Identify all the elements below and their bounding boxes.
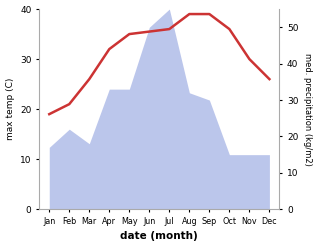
Y-axis label: max temp (C): max temp (C) [5,78,15,140]
X-axis label: date (month): date (month) [121,231,198,242]
Y-axis label: med. precipitation (kg/m2): med. precipitation (kg/m2) [303,53,313,165]
